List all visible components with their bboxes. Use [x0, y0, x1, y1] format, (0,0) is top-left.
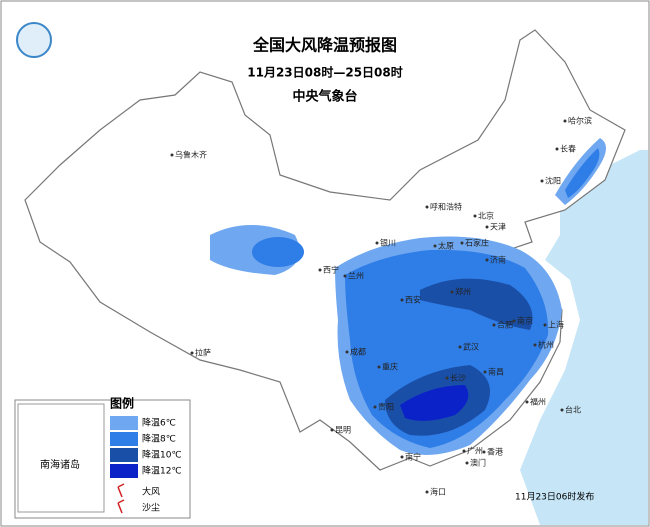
city-label: 太原 [438, 241, 454, 251]
city-label: 广州 [467, 446, 483, 456]
legend-label: 降温12℃ [142, 465, 182, 477]
city-dot [465, 461, 469, 465]
city-label: 南宁 [405, 452, 421, 462]
city-dot [533, 343, 537, 347]
city-dot [330, 428, 334, 432]
city-label: 上海 [548, 320, 564, 330]
city-dot [483, 370, 487, 374]
city-label: 杭州 [538, 340, 554, 350]
city-dot [343, 274, 347, 278]
city-label: 南昌 [488, 367, 504, 377]
city-label: 长春 [560, 144, 576, 154]
city-label: 西安 [405, 295, 421, 305]
city-label: 合肥 [497, 320, 513, 330]
title: 全国大风降温预报图 [252, 36, 397, 55]
city-label: 石家庄 [465, 238, 489, 248]
city-dot [485, 258, 489, 262]
legend-swatch [110, 464, 138, 478]
legend-label: 降温6℃ [142, 417, 176, 429]
city-dot [458, 345, 462, 349]
city-label: 兰州 [348, 271, 364, 281]
legend-label: 降温10℃ [142, 449, 182, 461]
inset-label: 南海诸岛 [40, 458, 80, 471]
city-dot [433, 244, 437, 248]
city-label: 长沙 [450, 373, 466, 383]
city-dot [482, 450, 486, 454]
subtitle: 11月23日08时—25日08时 [247, 65, 403, 80]
city-label: 天津 [490, 222, 506, 232]
city-label: 成都 [350, 347, 366, 357]
city-label: 南京 [517, 316, 533, 326]
city-dot [560, 408, 564, 412]
city-label: 拉萨 [195, 348, 211, 358]
city-dot [450, 290, 454, 294]
legend-swatch [110, 448, 138, 462]
city-dot [345, 350, 349, 354]
city-label: 香港 [487, 447, 503, 457]
city-label: 昆明 [335, 426, 351, 435]
city-label: 郑州 [455, 287, 471, 297]
legend-label: 大风 [142, 486, 160, 498]
cooling-area [420, 278, 533, 330]
city-label: 武汉 [463, 342, 479, 352]
city-label: 福州 [530, 398, 546, 407]
city-dot [492, 323, 496, 327]
city-dot [460, 241, 464, 245]
city-label: 沈阳 [545, 176, 561, 186]
legend-symbol [117, 483, 125, 498]
legend-label: 沙尘 [142, 503, 160, 514]
city-dot [540, 179, 544, 183]
city-dot [525, 400, 529, 404]
city-dot [400, 298, 404, 302]
legend-symbol [117, 499, 125, 514]
release-note: 11月23日06时发布 [515, 491, 594, 503]
city-label: 澳门 [470, 458, 486, 468]
city-label: 银川 [380, 238, 396, 248]
city-dot [445, 376, 449, 380]
city-label: 海口 [430, 487, 446, 497]
city-label: 济南 [490, 255, 506, 265]
city-label: 贵阳 [378, 402, 394, 412]
city-dot [425, 490, 429, 494]
city-dot [375, 241, 379, 245]
city-dot [543, 323, 547, 327]
legend-swatch [110, 432, 138, 446]
city-dot [563, 119, 567, 123]
city-dot [190, 351, 194, 355]
city-dot [485, 225, 489, 229]
cooling-area [252, 237, 304, 267]
city-dot [170, 153, 174, 157]
legend-label: 降温8℃ [142, 433, 176, 445]
city-label: 乌鲁木齐 [175, 150, 207, 160]
inset-map [17, 403, 105, 513]
city-label: 台北 [565, 405, 581, 415]
city-dot [373, 405, 377, 409]
city-label: 哈尔滨 [568, 116, 592, 126]
legend-title: 图例 [110, 396, 134, 411]
cooling-area [565, 148, 600, 198]
city-dot [555, 147, 559, 151]
city-label: 西宁 [323, 265, 339, 275]
city-dot [400, 455, 404, 459]
legend-swatch [110, 416, 138, 430]
issuer: 中央气象台 [292, 89, 357, 105]
city-label: 重庆 [382, 362, 398, 372]
city-dot [473, 214, 477, 218]
sea [520, 150, 648, 525]
city-dot [425, 205, 429, 209]
city-dot [462, 449, 466, 453]
city-dot [512, 319, 516, 323]
cooling-area [400, 385, 469, 421]
city-dot [377, 365, 381, 369]
logo [16, 22, 52, 58]
city-label: 呼和浩特 [430, 202, 462, 212]
city-dot [318, 268, 322, 272]
city-label: 北京 [478, 211, 494, 221]
